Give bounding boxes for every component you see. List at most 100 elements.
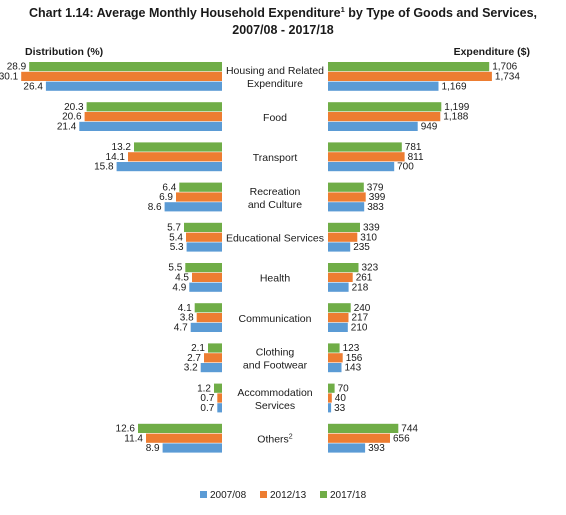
expenditure-bar bbox=[328, 192, 366, 202]
distribution-bar bbox=[192, 272, 222, 282]
expenditure-bar bbox=[328, 222, 360, 232]
category-label: Clothing bbox=[256, 347, 295, 359]
distribution-value-label: 4.5 bbox=[175, 273, 189, 284]
expenditure-value-label: 70 bbox=[338, 383, 350, 394]
distribution-bar bbox=[179, 182, 222, 192]
category-label: Health bbox=[260, 273, 291, 285]
expenditure-bar bbox=[328, 202, 365, 212]
distribution-value-label: 5.3 bbox=[170, 242, 184, 253]
distribution-bar bbox=[162, 443, 222, 453]
distribution-value-label: 8.6 bbox=[148, 202, 162, 213]
expenditure-value-label: 1,199 bbox=[444, 102, 469, 113]
legend-entry: 2007/08 bbox=[210, 490, 247, 501]
expenditure-value-label: 744 bbox=[401, 424, 418, 435]
distribution-value-label: 4.9 bbox=[172, 282, 186, 293]
distribution-value-label: 26.4 bbox=[23, 81, 43, 92]
expenditure-bar bbox=[328, 282, 349, 292]
expenditure-value-label: 1,188 bbox=[443, 112, 468, 123]
expenditure-value-label: 781 bbox=[405, 142, 422, 153]
expenditure-value-label: 700 bbox=[397, 162, 414, 173]
category-label: and Culture bbox=[248, 199, 302, 211]
distribution-value-label: 2.7 bbox=[187, 353, 201, 364]
title-superscript: 1 bbox=[341, 5, 345, 14]
distribution-bar bbox=[200, 363, 222, 373]
expenditure-value-label: 123 bbox=[343, 343, 360, 354]
distribution-bar bbox=[208, 343, 222, 353]
distribution-bar bbox=[45, 81, 223, 91]
distribution-value-label: 5.7 bbox=[167, 223, 181, 234]
distribution-value-label: 14.1 bbox=[106, 152, 126, 163]
expenditure-bar bbox=[328, 343, 340, 353]
expenditure-bar bbox=[328, 182, 364, 192]
category-label: Educational Services bbox=[226, 233, 324, 245]
expenditure-value-label: 33 bbox=[334, 403, 346, 414]
category-superscript: 2 bbox=[289, 434, 293, 441]
distribution-bar bbox=[134, 142, 222, 152]
expenditure-bar bbox=[328, 313, 349, 323]
distribution-bar bbox=[217, 393, 222, 403]
expenditure-bar bbox=[328, 162, 395, 172]
distribution-value-label: 21.4 bbox=[57, 122, 77, 133]
distribution-bar bbox=[29, 62, 223, 72]
expenditure-bar bbox=[328, 62, 490, 72]
expenditure-bar bbox=[328, 242, 351, 252]
expenditure-bar bbox=[328, 363, 342, 373]
expenditure-value-label: 240 bbox=[354, 303, 371, 314]
expenditure-value-label: 949 bbox=[421, 122, 438, 133]
distribution-bar bbox=[79, 121, 222, 131]
expenditure-bar bbox=[328, 81, 439, 91]
distribution-bar bbox=[196, 313, 222, 323]
expenditure-bar bbox=[328, 393, 332, 403]
chart-subtitle-years: 2007/08 - 2017/18 bbox=[232, 23, 334, 37]
distribution-bar bbox=[116, 162, 222, 172]
legend-swatch bbox=[260, 491, 267, 498]
distribution-value-label: 3.8 bbox=[180, 313, 194, 324]
distribution-value-label: 4.1 bbox=[178, 303, 192, 314]
category-label: Recreation bbox=[250, 186, 301, 198]
distribution-bar bbox=[185, 263, 222, 273]
distribution-bar bbox=[186, 242, 222, 252]
expenditure-value-label: 323 bbox=[362, 263, 379, 274]
expenditure-value-label: 156 bbox=[346, 353, 363, 364]
category-label: Services bbox=[255, 400, 295, 412]
distribution-value-label: 20.3 bbox=[64, 102, 84, 113]
expenditure-bar bbox=[328, 443, 366, 453]
expenditure-value-label: 310 bbox=[360, 232, 377, 243]
expenditure-value-label: 656 bbox=[393, 433, 410, 444]
expenditure-bar bbox=[328, 152, 405, 162]
distribution-value-label: 11.4 bbox=[124, 433, 143, 444]
distribution-value-label: 0.7 bbox=[200, 393, 214, 404]
distribution-bar bbox=[146, 433, 222, 443]
expenditure-value-label: 217 bbox=[352, 313, 369, 324]
distribution-value-label: 0.7 bbox=[200, 403, 214, 414]
expenditure-bar bbox=[328, 121, 418, 131]
right-axis-label: Expenditure ($) bbox=[454, 46, 530, 58]
expenditure-value-label: 210 bbox=[351, 323, 368, 334]
expenditure-bar bbox=[328, 383, 335, 393]
expenditure-value-label: 393 bbox=[368, 443, 385, 454]
expenditure-bar bbox=[328, 423, 399, 433]
legend-entry: 2012/13 bbox=[270, 490, 307, 501]
distribution-bar bbox=[86, 102, 222, 112]
expenditure-bar bbox=[328, 303, 351, 313]
category-label: Others2 bbox=[257, 434, 293, 446]
legend-swatch bbox=[200, 491, 207, 498]
expenditure-bar bbox=[328, 353, 343, 363]
distribution-value-label: 5.5 bbox=[168, 263, 182, 274]
distribution-bar bbox=[164, 202, 222, 212]
category-label: Expenditure bbox=[247, 78, 303, 90]
distribution-value-label: 4.7 bbox=[174, 323, 188, 334]
expenditure-value-label: 379 bbox=[367, 182, 384, 193]
distribution-value-label: 12.6 bbox=[116, 424, 136, 435]
distribution-bar bbox=[186, 232, 222, 242]
expenditure-value-label: 1,706 bbox=[492, 62, 517, 73]
expenditure-value-label: 261 bbox=[356, 273, 373, 284]
expenditure-bar bbox=[328, 263, 359, 273]
expenditure-bar bbox=[328, 403, 332, 413]
expenditure-value-label: 339 bbox=[363, 223, 380, 234]
expenditure-value-label: 1,169 bbox=[442, 81, 467, 92]
distribution-bar bbox=[184, 222, 222, 232]
expenditure-bar bbox=[328, 112, 441, 122]
